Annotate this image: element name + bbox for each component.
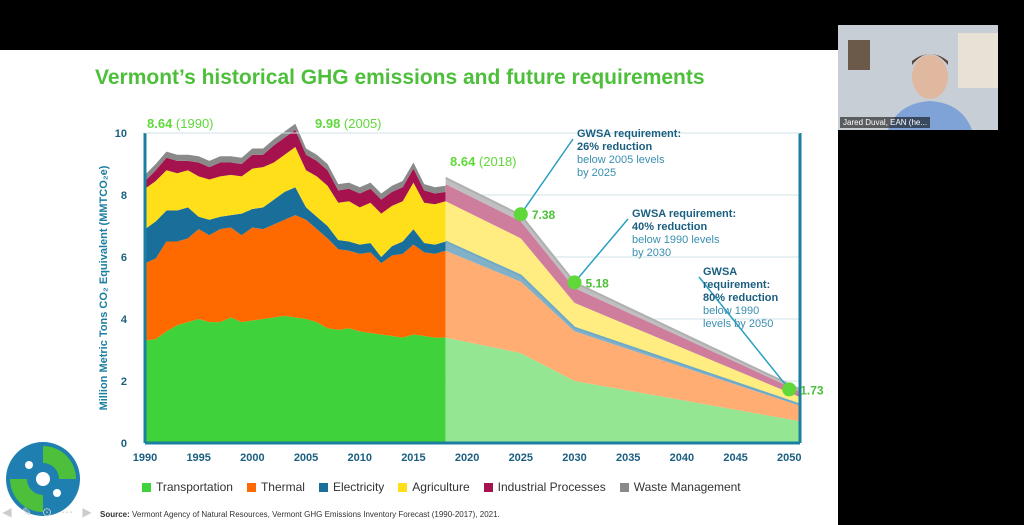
legend-swatch xyxy=(483,482,493,492)
legend-item: Electricity xyxy=(318,480,385,494)
x-tick-label: 2005 xyxy=(294,452,318,464)
legend-swatch xyxy=(619,482,629,492)
target-marker xyxy=(513,207,528,222)
target-annotation-line: below 1990 xyxy=(703,305,759,317)
legend-item: Agriculture xyxy=(398,480,470,494)
legend-item: Industrial Processes xyxy=(483,480,606,494)
legend-swatch xyxy=(142,482,151,492)
source-label: Source: xyxy=(100,510,130,519)
y-tick-label: 10 xyxy=(115,128,127,140)
emissions-chart: 0 2 4 6 8 10 1990 1995 2000 2005 2010 2015 2020 2025 2… xyxy=(98,116,824,464)
annotation-2005-year: (2005) xyxy=(344,116,382,131)
organization-logo xyxy=(6,442,80,516)
annotation-2018-year: (2018) xyxy=(479,154,517,169)
x-tick-label: 2025 xyxy=(509,452,533,464)
historical-area-thermal xyxy=(145,215,446,341)
forecast-area-transportation xyxy=(445,337,800,443)
legend-swatch xyxy=(398,482,408,492)
x-tick-label: 2000 xyxy=(240,452,264,464)
target-annotation-line: requirement: xyxy=(703,279,770,291)
x-tick-label: 2045 xyxy=(723,452,747,464)
participant-video-tile[interactable]: Jared Duval, EAN (he... xyxy=(838,25,998,130)
historical-area-waste-management xyxy=(145,123,446,200)
target-leader-line xyxy=(573,218,629,283)
historical-area-transportation xyxy=(145,315,446,443)
target-annotation-line: GWSA xyxy=(703,266,737,278)
previous-slide-icon[interactable]: ◀ xyxy=(2,505,12,519)
legend-label: Agriculture xyxy=(412,480,470,494)
legend-label: Industrial Processes xyxy=(497,480,606,494)
target-annotation-line: GWSA requirement: xyxy=(632,208,736,220)
target-annotation-line: by 2030 xyxy=(632,247,671,259)
y-tick-label: 8 xyxy=(121,190,127,202)
legend-label: Waste Management xyxy=(633,480,741,494)
historical-area-industrial-processes xyxy=(145,129,446,214)
x-tick-label: 2030 xyxy=(562,452,586,464)
target-annotation-line: below 2005 levels xyxy=(577,154,665,166)
pen-tool-icon[interactable]: ✎ xyxy=(21,505,33,519)
x-tick-label: 2050 xyxy=(777,452,801,464)
slide-nav-controls: ◀ ✎ ⊙ ⋯ ▶ xyxy=(0,505,94,519)
participant-avatar xyxy=(838,25,998,130)
slide-title: Vermont’s historical GHG emissions and f… xyxy=(95,66,705,89)
y-tick-label: 0 xyxy=(121,438,127,450)
target-annotation-line: by 2025 xyxy=(577,167,616,179)
annotation-1990-value: 8.64 xyxy=(147,116,176,131)
forecast-area-thermal xyxy=(445,250,800,422)
annotation-1990: 8.64 (1990) xyxy=(147,116,214,131)
participant-name: Jared Duval, EAN (he... xyxy=(840,117,931,128)
annotation-2018-value: 8.64 xyxy=(450,154,479,169)
x-tick-label: 1990 xyxy=(133,452,157,464)
legend-item: Thermal xyxy=(246,480,305,494)
target-annotation-line: levels by 2050 xyxy=(703,318,773,330)
target-value-label: 1.73 xyxy=(800,383,824,397)
x-tick-label: 2040 xyxy=(670,452,694,464)
presentation-slide: Vermont’s historical GHG emissions and f… xyxy=(0,50,838,525)
legend-item: Waste Management xyxy=(619,480,741,494)
annotation-1990-year: (1990) xyxy=(176,116,214,131)
forecast-area-industrial-processes xyxy=(445,184,800,398)
annotation-2005: 9.98 (2005) xyxy=(315,116,382,131)
y-tick-label: 2 xyxy=(121,376,127,388)
x-tick-label: 2010 xyxy=(348,452,372,464)
forecast-area-waste-management xyxy=(445,177,800,392)
target-annotation-line: below 1990 levels xyxy=(632,234,720,246)
target-marker xyxy=(782,382,797,397)
x-tick-label: 1995 xyxy=(186,452,210,464)
target-annotation-line: GWSA requirement: xyxy=(577,128,681,140)
target-value-label: 5.18 xyxy=(586,276,610,290)
next-slide-icon[interactable]: ▶ xyxy=(82,505,92,519)
source-text: Vermont Agency of Natural Resources, Ver… xyxy=(132,510,500,519)
legend-swatch xyxy=(318,482,328,492)
forecast-electricity-line xyxy=(445,240,801,406)
historical-area-agriculture xyxy=(145,146,446,257)
target-leader-line xyxy=(520,138,574,215)
target-leader-line xyxy=(698,276,790,390)
legend-item: Transportation xyxy=(142,480,233,494)
zoom-icon[interactable]: ⊙ xyxy=(41,505,53,519)
forecast-top-line xyxy=(445,177,801,391)
y-axis-label: Million Metric Tons CO₂ Equivalent (MMTC… xyxy=(98,165,110,410)
target-annotation-line: 40% reduction xyxy=(632,221,707,233)
x-tick-label: 2035 xyxy=(616,452,640,464)
y-tick-label: 6 xyxy=(121,252,127,264)
y-tick-label: 4 xyxy=(121,314,128,326)
legend-label: Transportation xyxy=(156,480,233,494)
target-value-label: 7.38 xyxy=(532,208,556,222)
more-options-icon[interactable]: ⋯ xyxy=(61,505,73,519)
chart-legend: Transportation Thermal Electricity Agricult… xyxy=(142,480,755,494)
forecast-area-agriculture xyxy=(445,201,800,405)
legend-label: Electricity xyxy=(332,480,385,494)
target-annotation-line: 80% reduction xyxy=(703,292,778,304)
source-note: Source: Vermont Agency of Natural Resour… xyxy=(100,510,500,519)
annotation-2005-value: 9.98 xyxy=(315,116,344,131)
legend-swatch xyxy=(246,482,256,492)
legend-label: Thermal xyxy=(260,480,305,494)
target-annotation-line: 26% reduction xyxy=(577,141,652,153)
x-tick-label: 2015 xyxy=(401,452,425,464)
annotation-2018: 8.64 (2018) xyxy=(450,154,517,169)
target-marker xyxy=(567,275,582,290)
historical-area-electricity xyxy=(145,187,446,264)
x-tick-label: 2020 xyxy=(455,452,479,464)
